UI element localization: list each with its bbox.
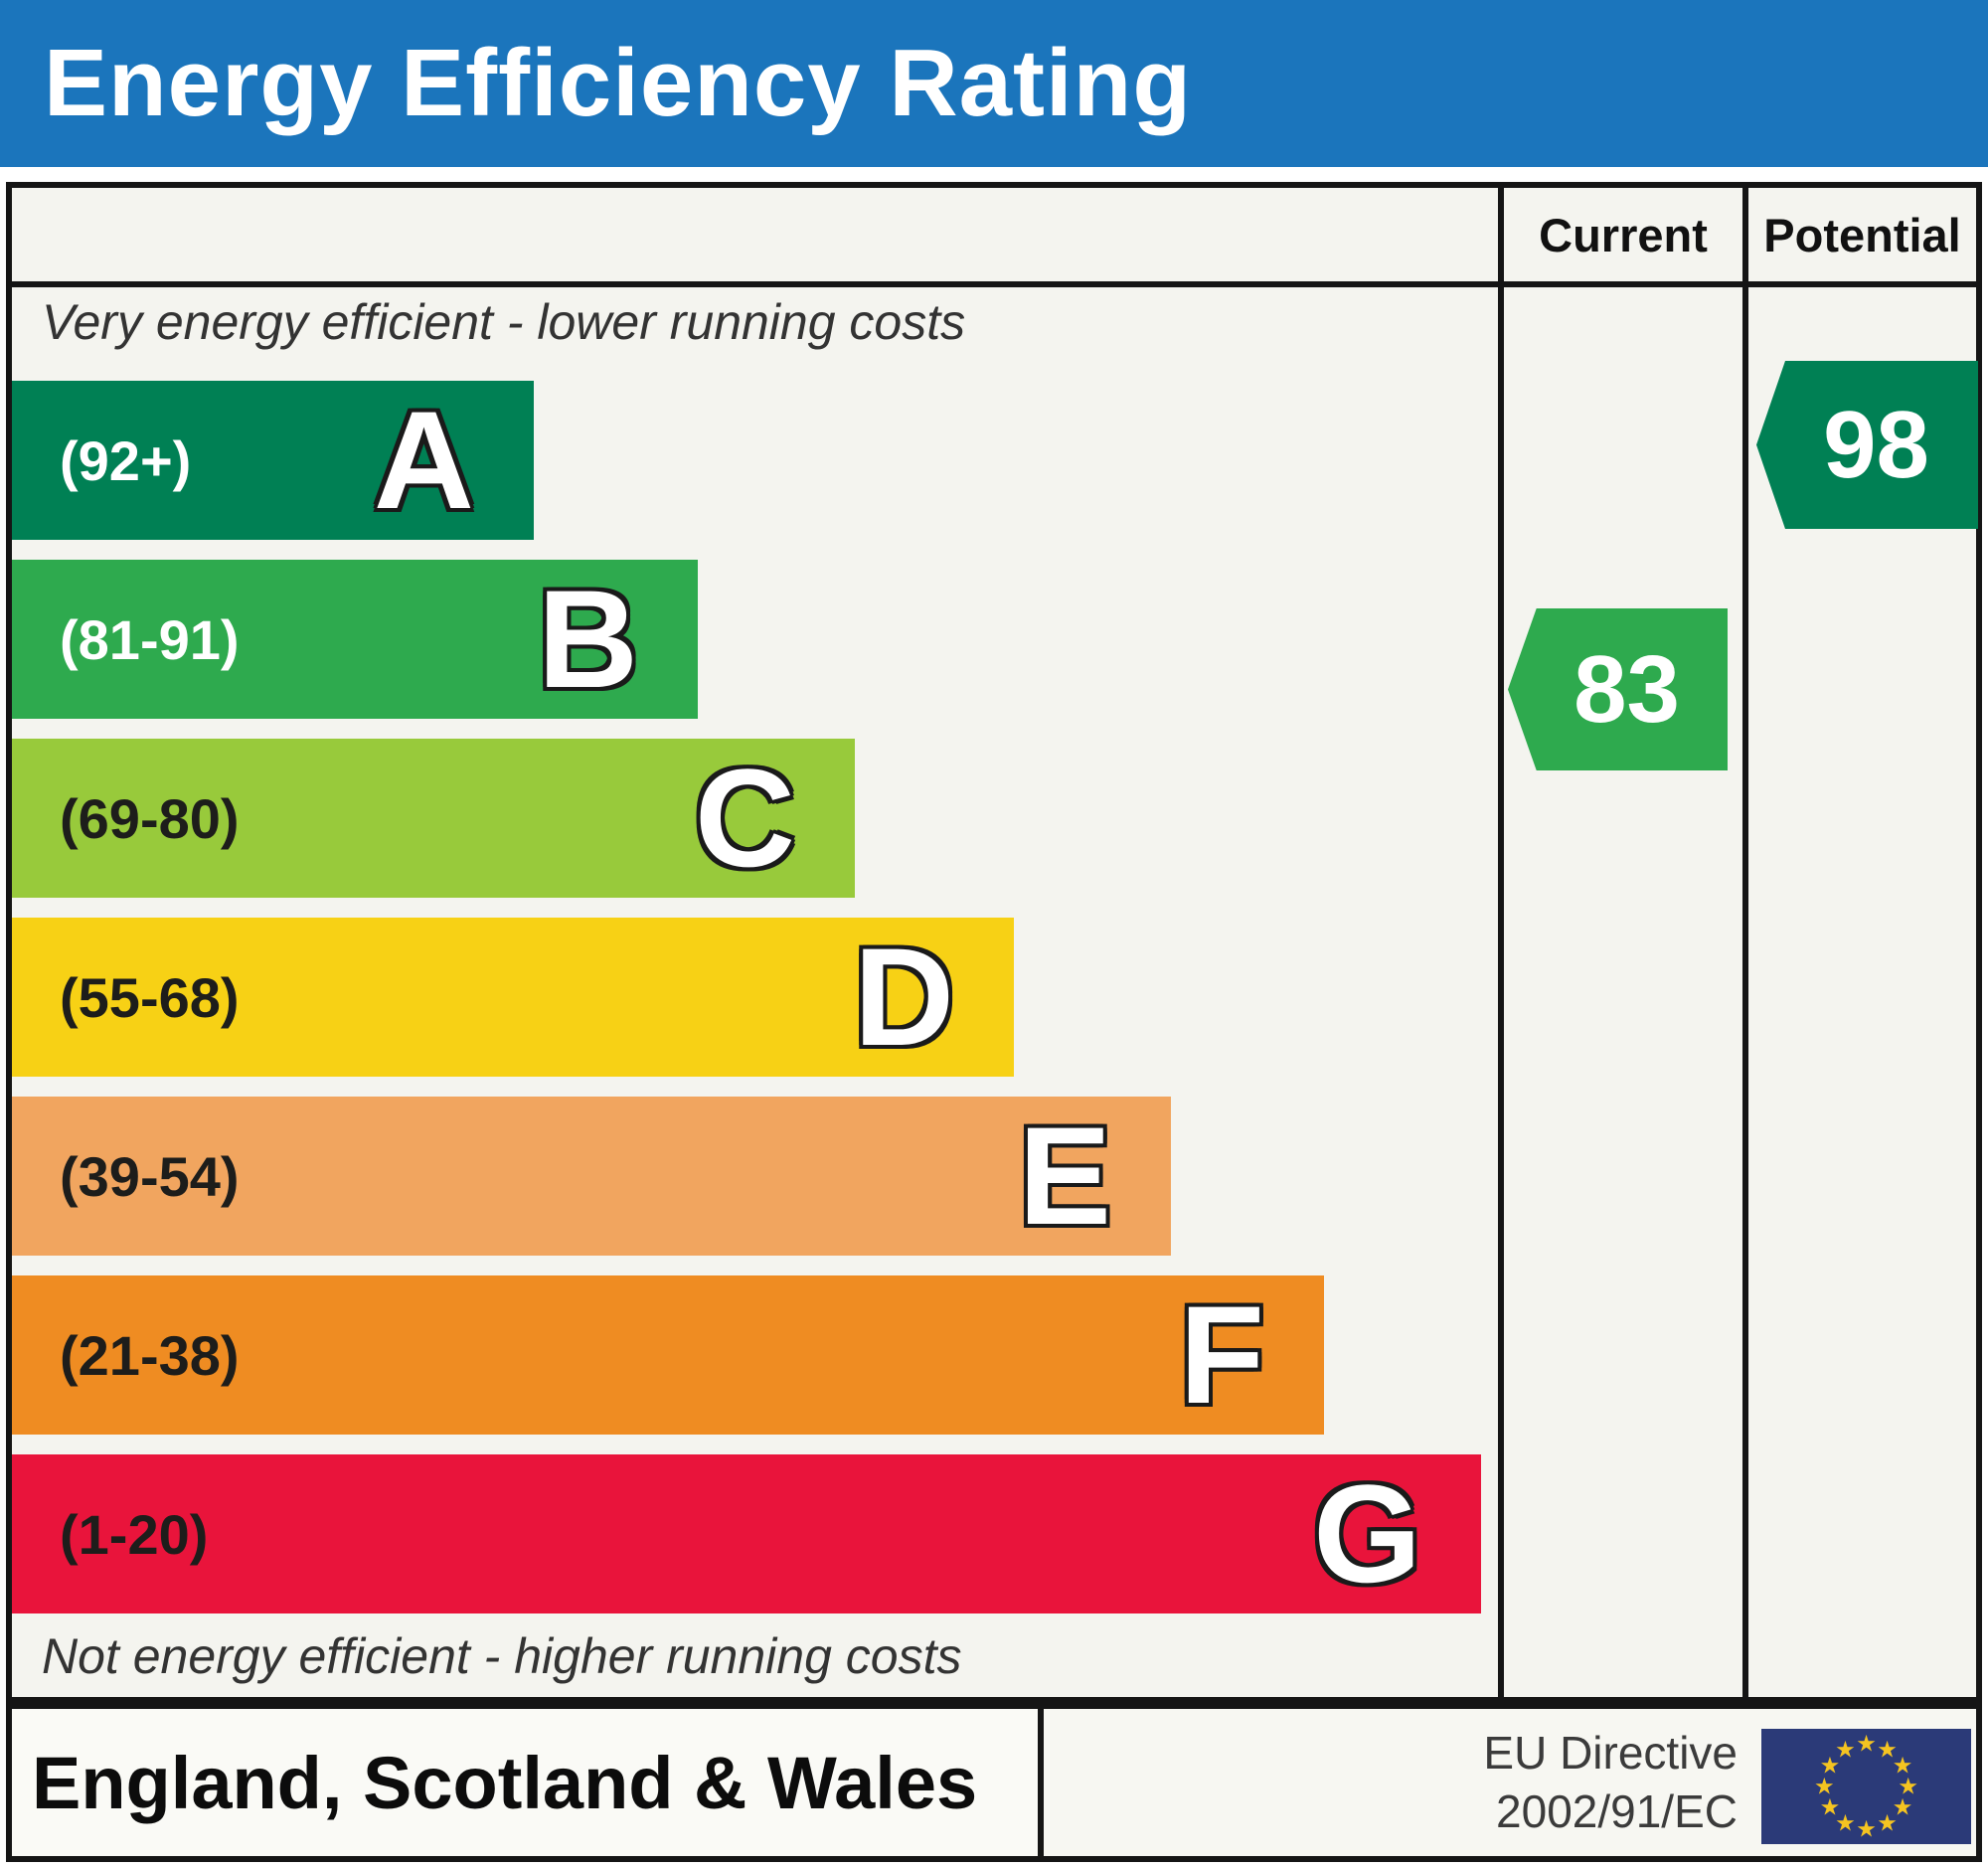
band-d-range: (55-68) [60, 965, 240, 1029]
potential-rating-value: 98 [1823, 391, 1929, 498]
eu-star-icon: ★ [1856, 1815, 1877, 1842]
current-rating-arrow: 83 [1508, 608, 1728, 770]
very-efficient-note: Very energy efficient - lower running co… [42, 294, 966, 350]
eu-star-icon: ★ [1819, 1752, 1841, 1779]
current-column-header: Current [1539, 208, 1708, 261]
page-title: Energy Efficiency Rating [44, 30, 1192, 136]
column-header-row [12, 188, 1976, 287]
eu-star-icon: ★ [1892, 1793, 1913, 1820]
eu-star-icon: ★ [1835, 1736, 1856, 1763]
band-c-letter: C [694, 740, 795, 896]
eu-star-icon: ★ [1898, 1773, 1918, 1799]
eu-directive-label: EU Directive 2002/91/EC [1483, 1727, 1738, 1837]
current-column-divider [1498, 188, 1504, 1697]
band-g: (1-20) G [12, 1454, 1481, 1613]
band-e: (39-54) E [12, 1097, 1171, 1256]
band-b-range: (81-91) [60, 607, 240, 671]
potential-rating-arrow: 98 [1756, 361, 1978, 529]
band-d-letter: D [853, 919, 954, 1075]
eu-flag-icon: ★ ★ ★ ★ ★ ★ ★ ★ ★ ★ ★ ★ [1761, 1729, 1971, 1844]
eu-star-icon: ★ [1835, 1809, 1856, 1836]
potential-column-header: Potential [1763, 208, 1961, 261]
band-e-letter: E [1018, 1098, 1111, 1254]
eu-star-icon: ★ [1877, 1809, 1898, 1836]
band-a-letter: A [373, 382, 474, 538]
band-g-range: (1-20) [60, 1502, 209, 1566]
band-e-range: (39-54) [60, 1144, 240, 1208]
region-box: England, Scotland & Wales [6, 1703, 1044, 1862]
band-a: (92+) A [12, 381, 534, 540]
eu-star-icon: ★ [1892, 1752, 1913, 1779]
band-f-letter: F [1179, 1276, 1264, 1433]
band-f-range: (21-38) [60, 1323, 240, 1387]
eu-star-icon: ★ [1877, 1736, 1898, 1763]
potential-column-divider [1742, 188, 1748, 1697]
band-a-range: (92+) [60, 428, 192, 492]
band-d: (55-68) D [12, 918, 1014, 1077]
eu-star-icon: ★ [1813, 1773, 1835, 1799]
not-efficient-note: Not energy efficient - higher running co… [42, 1628, 962, 1684]
rating-table: Current Potential Very energy efficient … [6, 182, 1982, 1703]
band-b-letter: B [537, 561, 638, 717]
title-banner: Energy Efficiency Rating [0, 0, 1988, 167]
band-b: (81-91) B [12, 560, 698, 719]
directive-box: EU Directive 2002/91/EC ★ ★ ★ ★ ★ ★ ★ ★ ★ ★ ★ ★ [1044, 1703, 1982, 1862]
current-rating-value: 83 [1574, 635, 1680, 743]
band-f: (21-38) F [12, 1275, 1324, 1435]
region-label: England, Scotland & Wales [32, 1741, 978, 1824]
eu-star-icon: ★ [1819, 1793, 1841, 1820]
eu-star-icon: ★ [1856, 1730, 1877, 1757]
band-g-letter: G [1313, 1455, 1421, 1612]
band-c: (69-80) C [12, 739, 855, 898]
band-c-range: (69-80) [60, 786, 240, 850]
